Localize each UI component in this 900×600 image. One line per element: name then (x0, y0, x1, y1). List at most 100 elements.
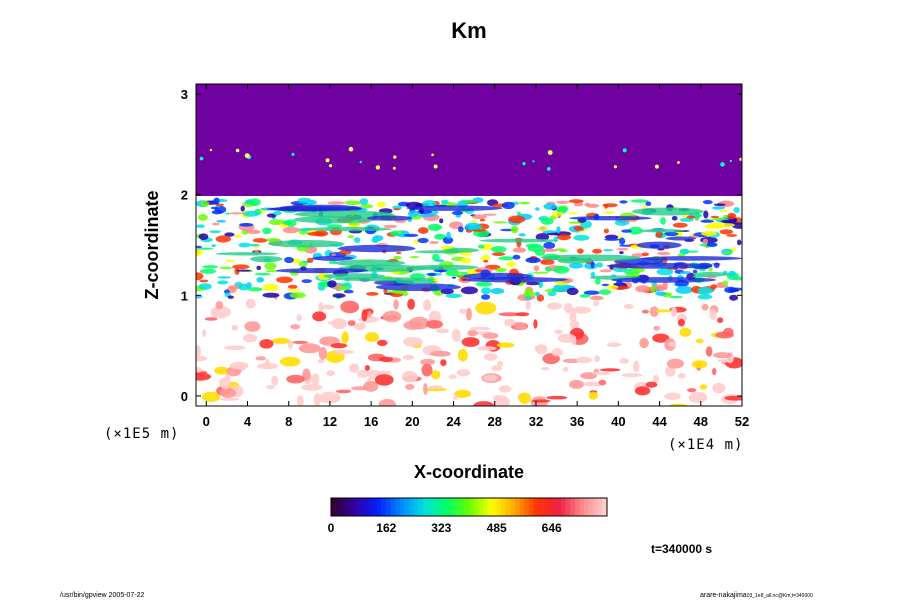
turbulence-cell (720, 209, 728, 213)
eddy-patch (405, 384, 415, 390)
eddy-patch (393, 299, 399, 310)
y-tick-label: 2 (181, 188, 188, 203)
eddy-patch (426, 387, 447, 392)
colorbar-cell (579, 498, 585, 516)
turbulence-streak (692, 271, 729, 277)
turbulence-cell (256, 265, 262, 271)
speck (622, 148, 627, 153)
eddy-patch (347, 320, 356, 326)
speck (348, 146, 354, 152)
turbulence-cell (330, 253, 336, 256)
colorbar-cell (395, 498, 401, 516)
eddy-patch (403, 320, 423, 330)
colorbar-cell (344, 498, 350, 516)
colorbar-cell (340, 498, 346, 516)
turbulence-cell (518, 233, 526, 237)
eddy-patch (202, 329, 207, 338)
eddy-patch (695, 338, 704, 344)
eddy-patch (712, 382, 726, 394)
turbulence-cell (262, 227, 272, 235)
colorbar-cell (556, 498, 562, 516)
turbulence-cell (475, 281, 493, 287)
turbulence-cell (650, 286, 656, 293)
turbulence-cell (490, 288, 505, 295)
turbulence-cell (525, 281, 540, 286)
x-tick-label: 40 (611, 414, 625, 429)
turbulence-cell (197, 214, 208, 221)
turbulence-cell (242, 210, 260, 217)
eddy-patch (318, 358, 325, 364)
colorbar-cell (510, 498, 516, 516)
eddy-patch (701, 303, 709, 311)
turbulence-cell (556, 234, 572, 241)
turbulence-cell (327, 280, 337, 288)
turbulence-cell (498, 256, 515, 261)
turbulence-streak (305, 227, 392, 232)
colorbar-cell (432, 498, 438, 516)
turbulence-cell (435, 259, 445, 262)
eddy-patch (296, 314, 302, 322)
turbulence-cell (603, 228, 610, 234)
turbulence-cell (491, 252, 506, 256)
upper-specks (199, 146, 742, 171)
eddy-patch (331, 318, 347, 330)
turbulence-cell (662, 281, 668, 287)
eddy-patch (699, 384, 708, 390)
speck (325, 158, 330, 163)
turbulence-cell (471, 214, 487, 220)
eddy-patch (467, 329, 478, 337)
colorbar-cell (565, 498, 571, 516)
eddy-patch (496, 342, 515, 348)
eddy-patch (457, 348, 468, 362)
turbulence-cell (506, 261, 516, 268)
colorbar-cell (404, 498, 410, 516)
eddy-patch (407, 298, 415, 310)
eddy-patch (219, 388, 236, 398)
turbulence-cell (460, 286, 478, 295)
eddy-patch (569, 311, 577, 323)
turbulence-cell (523, 291, 536, 297)
eddy-patch (518, 392, 531, 404)
turbulence-cell (553, 265, 570, 274)
eddy-patch (473, 401, 495, 406)
colorbar-cell (505, 498, 511, 516)
eddy-patch (196, 372, 211, 381)
eddy-patch (349, 363, 360, 374)
eddy-patch (679, 327, 692, 337)
eddy-patch (691, 360, 708, 369)
turbulence-cell (494, 267, 507, 273)
x-tick-label: 36 (570, 414, 584, 429)
speck (359, 160, 362, 164)
turbulence-cell (551, 286, 568, 293)
turbulence-streak (215, 252, 279, 256)
turbulence-cell (459, 199, 477, 204)
turbulence-streak (250, 256, 283, 263)
turbulence-cell (556, 200, 570, 204)
turbulence-cell (491, 246, 507, 253)
turbulence-cell (224, 232, 235, 237)
turbulence-cell (573, 225, 584, 231)
turbulence-streak (569, 216, 652, 221)
colorbar-cell (487, 498, 493, 516)
colorbar-cell (381, 498, 387, 516)
eddy-patch (245, 298, 256, 309)
turbulence-cell (359, 198, 369, 206)
eddy-patch (541, 366, 550, 371)
eddy-patch (429, 385, 443, 390)
turbulence-streak (414, 250, 465, 254)
turbulence-cell (332, 293, 346, 298)
eddy-patch (330, 343, 347, 349)
x-tick-label: 8 (285, 414, 292, 429)
eddy-patch (483, 353, 498, 361)
colorbar-cell (469, 498, 474, 516)
eddy-patch (313, 393, 321, 406)
turbulence-cell (577, 248, 584, 254)
eddy-patch (493, 395, 503, 402)
eddy-patch (435, 328, 449, 334)
turbulence-cell (586, 203, 600, 208)
turbulence-cell (238, 242, 251, 248)
eddy-patch (223, 345, 246, 351)
speck (329, 164, 333, 168)
eddy-patch (562, 366, 569, 372)
colorbar-cell (570, 498, 576, 516)
